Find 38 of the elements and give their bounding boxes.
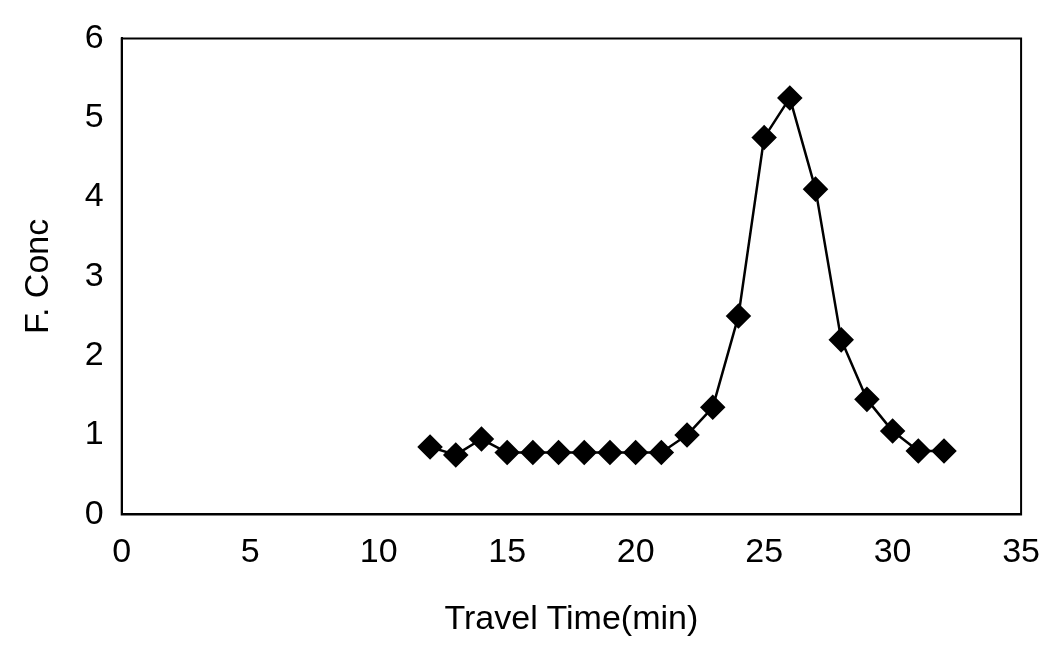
- x-axis-title: Travel Time(min): [444, 597, 699, 636]
- y-tick-label: 2: [84, 334, 104, 373]
- point: [931, 438, 957, 464]
- y-tick-label: 4: [84, 175, 104, 214]
- y-tick-label: 1: [84, 413, 104, 452]
- point: [854, 387, 880, 412]
- y-tick-label: 6: [84, 16, 104, 55]
- x-tick-label: 5: [240, 531, 260, 570]
- point: [572, 440, 597, 465]
- y-tick-label: 0: [84, 492, 104, 531]
- point: [803, 176, 828, 202]
- point: [520, 440, 546, 465]
- point: [828, 327, 854, 353]
- x-tick-label: 15: [488, 531, 527, 570]
- point: [469, 426, 494, 452]
- x-tick-label: 35: [1002, 531, 1040, 570]
- x-tick-label: 30: [873, 531, 912, 570]
- point: [674, 422, 700, 448]
- point: [546, 440, 571, 465]
- y-tick-label: 5: [84, 96, 104, 135]
- point: [751, 125, 777, 150]
- point: [726, 303, 751, 329]
- point: [494, 440, 520, 465]
- point: [597, 440, 623, 465]
- point: [880, 418, 905, 444]
- point: [777, 85, 803, 111]
- point: [417, 434, 443, 460]
- y-tick-label: 3: [84, 254, 104, 293]
- x-tick-label: 25: [745, 531, 784, 570]
- point: [443, 442, 469, 468]
- point: [906, 438, 931, 464]
- x-tick-label: 0: [112, 531, 132, 570]
- point: [649, 440, 674, 465]
- x-tick-label: 10: [359, 531, 398, 570]
- point: [700, 395, 725, 420]
- point: [623, 440, 648, 465]
- x-tick-label: 20: [616, 531, 655, 570]
- y-axis-title: F. Conc: [16, 218, 55, 335]
